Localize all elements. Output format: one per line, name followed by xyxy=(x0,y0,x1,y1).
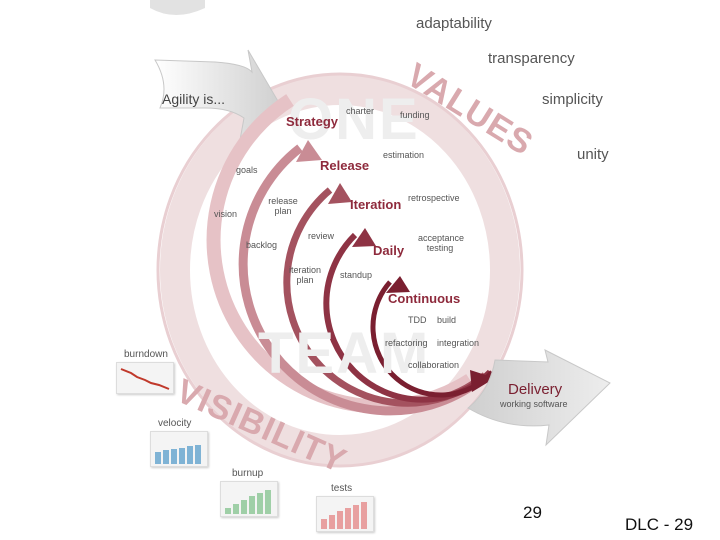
release-arrowhead xyxy=(296,140,322,162)
level-iteration: Iteration xyxy=(350,197,402,212)
outer-ring-line xyxy=(156,72,524,468)
release-ring xyxy=(238,144,483,416)
iteration-arrowhead xyxy=(328,183,352,204)
activity-retrospective: retrospective xyxy=(408,193,460,203)
ghost-word-team: TEAM xyxy=(258,321,431,386)
continuous-ring xyxy=(370,280,494,398)
daily-arrowhead xyxy=(352,228,376,247)
activity-review: review xyxy=(308,231,335,241)
delivery-arrowhead xyxy=(470,370,495,392)
activity-backlog: backlog xyxy=(246,240,278,250)
metric-burndown-label: burndown xyxy=(124,349,168,360)
activity-release-plan: release plan xyxy=(268,196,298,216)
activity-goals: goals xyxy=(236,165,258,175)
outer-ring xyxy=(160,75,520,465)
activity-acceptance-testing: acceptance testing xyxy=(418,233,465,253)
activity-integration: integration xyxy=(437,338,480,348)
activity-refactoring: refactoring xyxy=(385,338,428,348)
level-strategy: Strategy xyxy=(286,114,339,129)
value-simplicity: simplicity xyxy=(542,91,603,108)
activity-build: build xyxy=(437,315,457,325)
velocity-thumbnail xyxy=(150,431,208,467)
burnup-bars-icon xyxy=(225,490,271,514)
delivery-title: Delivery xyxy=(508,381,563,398)
level-release: Release xyxy=(320,158,370,173)
activity-charter: charter xyxy=(346,106,375,116)
slide-id: DLC - 29 xyxy=(625,515,694,534)
page-number: 29 xyxy=(523,503,542,522)
ghost-word-one: ONE xyxy=(288,87,420,152)
activity-iteration-plan: iteration plan xyxy=(288,265,322,285)
activity-funding: funding xyxy=(400,110,430,120)
activity-collaboration: collaboration xyxy=(408,360,460,370)
activity-vision: vision xyxy=(214,209,238,219)
burnup-thumbnail xyxy=(220,481,278,517)
metric-tests-label: tests xyxy=(331,483,353,494)
metric-velocity-label: velocity xyxy=(158,418,192,429)
burndown-line-icon xyxy=(120,368,170,390)
activity-standup: standup xyxy=(340,270,373,280)
burndown-thumbnail xyxy=(116,362,174,394)
agility-arrow xyxy=(154,49,283,142)
delivery-subtitle: working software xyxy=(500,399,568,409)
metric-burnup-label: burnup xyxy=(232,468,264,479)
level-continuous: Continuous xyxy=(388,291,461,306)
velocity-bars-icon xyxy=(155,445,201,464)
top-decor-arc xyxy=(150,0,205,15)
tests-bars-icon xyxy=(321,502,367,529)
agility-intro: Agility is... xyxy=(162,91,226,107)
delivery-arrow xyxy=(467,349,611,447)
tests-thumbnail xyxy=(316,496,374,532)
activity-estimation: estimation xyxy=(383,150,425,160)
value-adaptability: adaptability xyxy=(416,15,492,32)
level-daily: Daily xyxy=(373,243,405,258)
activity-tdd: TDD xyxy=(408,315,427,325)
value-unity: unity xyxy=(577,146,609,163)
continuous-arrowhead xyxy=(386,276,410,293)
value-transparency: transparency xyxy=(488,50,575,67)
